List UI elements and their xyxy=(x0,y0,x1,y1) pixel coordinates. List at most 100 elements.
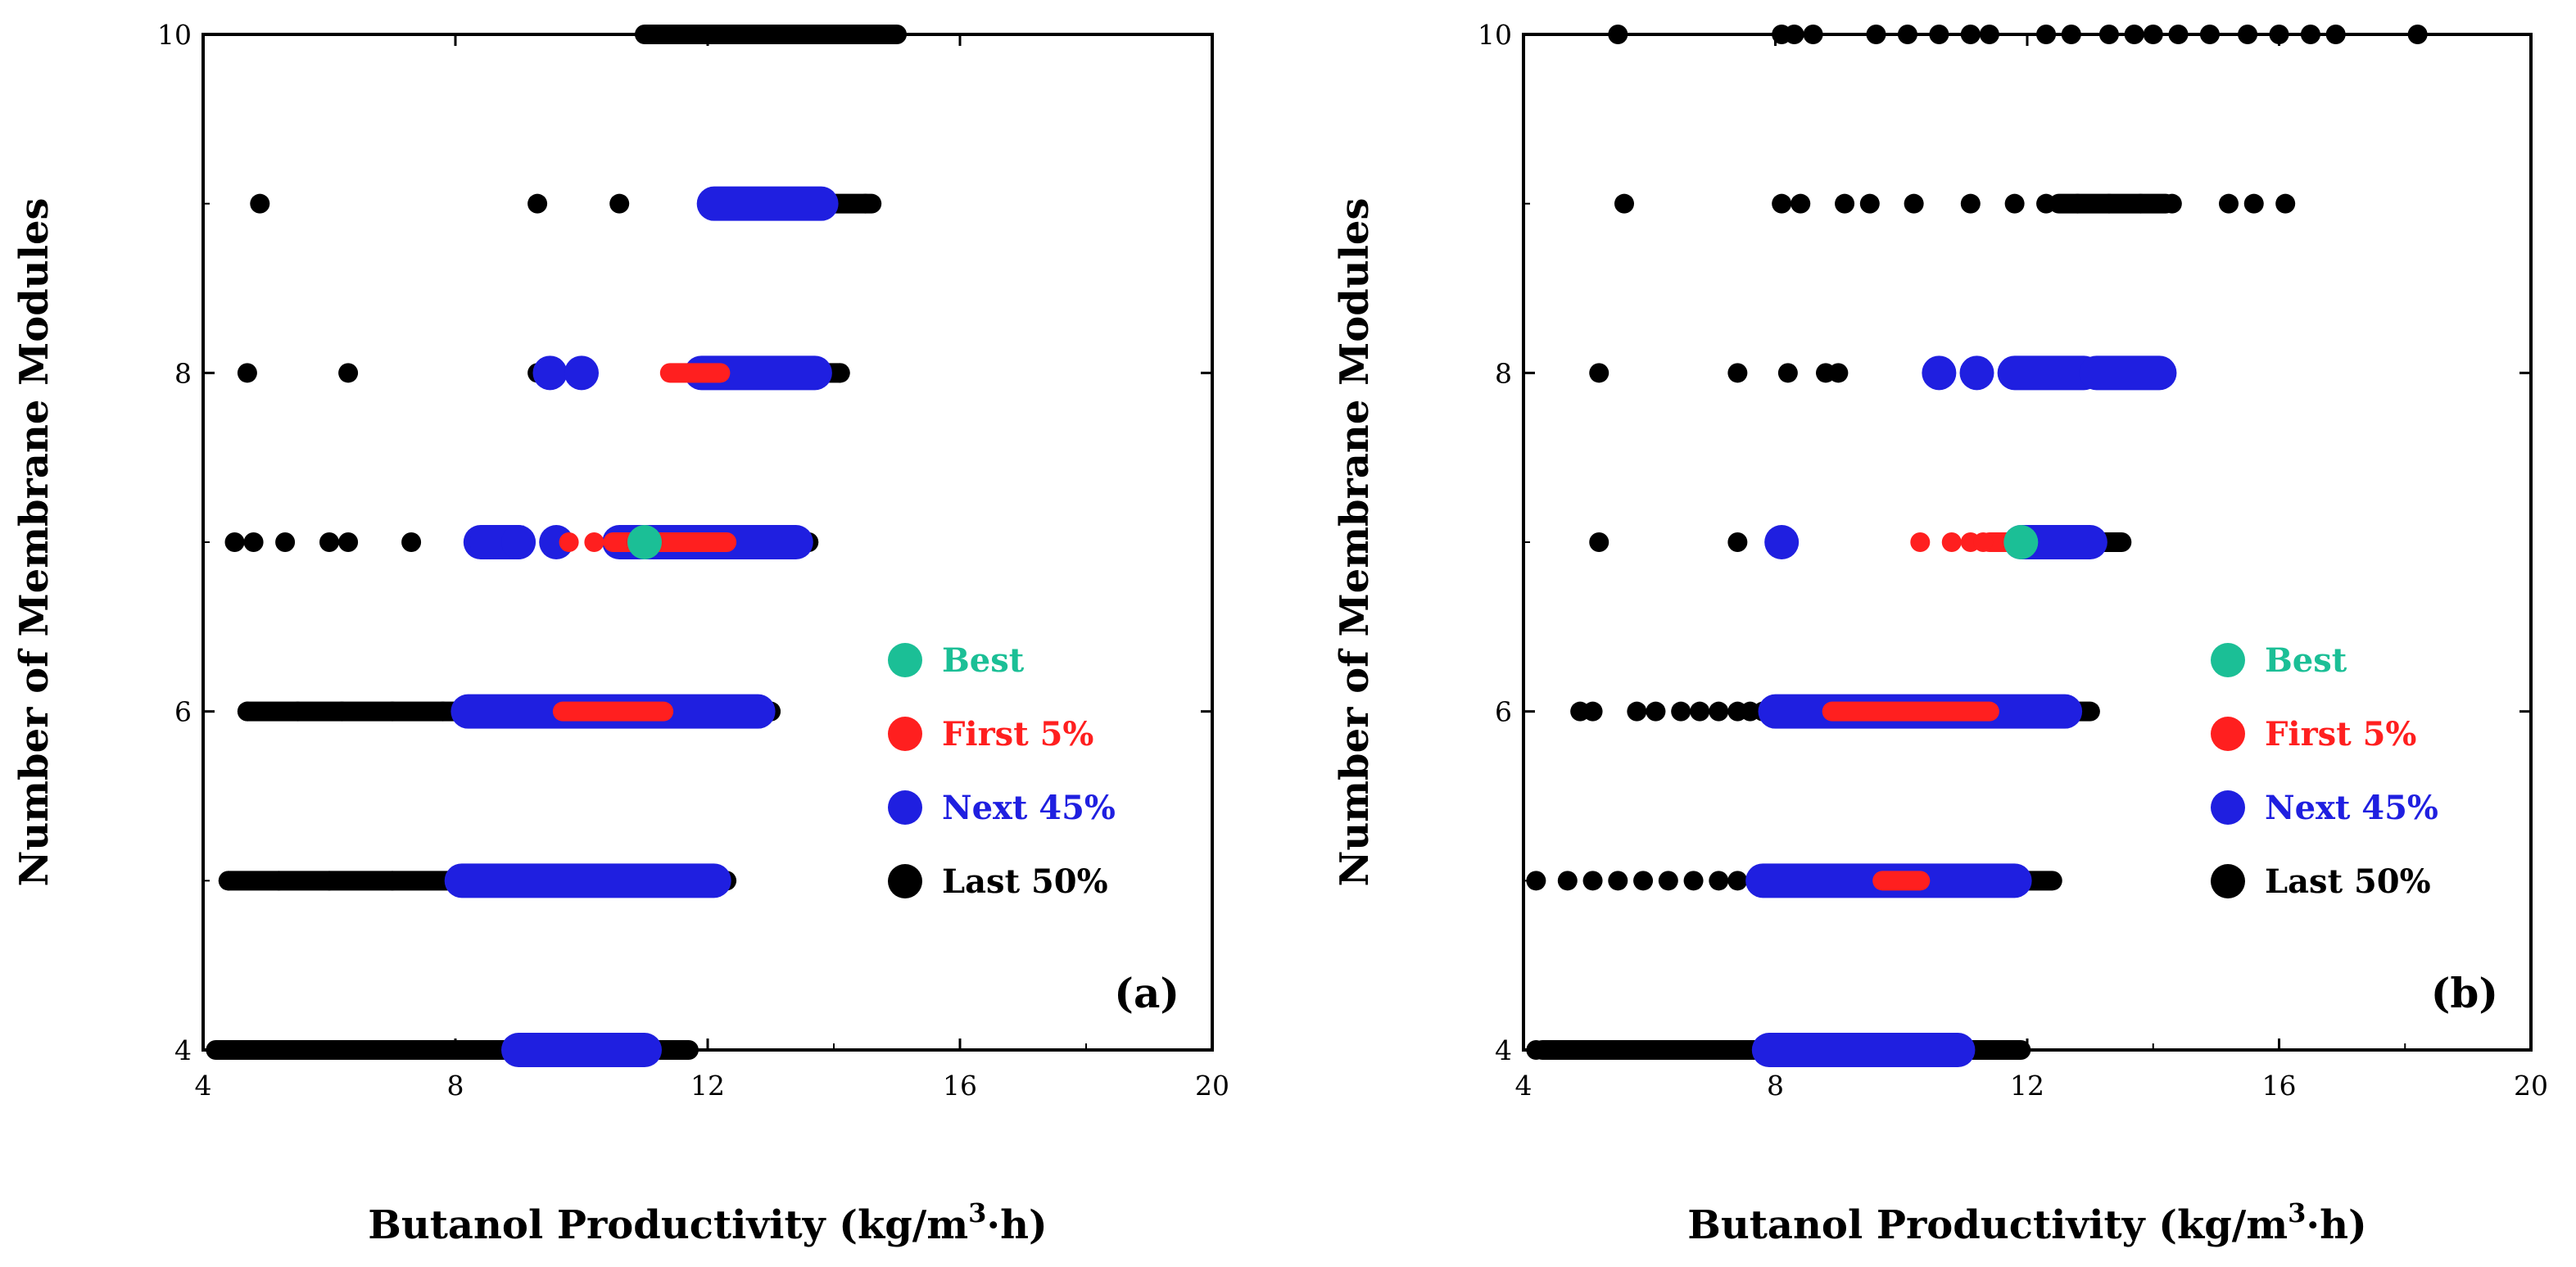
data-point xyxy=(1558,871,1578,890)
data-point xyxy=(288,702,308,722)
series-next-45- xyxy=(462,204,822,1050)
legend-label: Next 45% xyxy=(942,789,1116,827)
data-point xyxy=(564,355,599,390)
data-point xyxy=(1961,25,1981,44)
data-point xyxy=(1973,532,1993,552)
data-point xyxy=(1922,355,1956,390)
data-point xyxy=(383,1040,402,1060)
x-tick-label: 16 xyxy=(2262,1070,2297,1102)
data-point xyxy=(338,363,358,382)
y-tick-label: 6 xyxy=(174,696,192,728)
panel-label: (a) xyxy=(1114,969,1179,1017)
data-point xyxy=(2169,25,2189,44)
y-tick-label: 10 xyxy=(1478,19,1512,51)
data-point xyxy=(244,532,264,552)
legend-marker xyxy=(888,717,922,751)
data-point xyxy=(1764,525,1799,559)
data-point xyxy=(275,532,295,552)
panel-label: (b) xyxy=(2431,969,2498,1017)
legend-label: Best xyxy=(942,641,1025,680)
data-point xyxy=(1727,532,1747,552)
data-point xyxy=(1684,871,1704,890)
data-point xyxy=(2244,194,2264,214)
series-first-5- xyxy=(1832,532,2015,880)
data-point xyxy=(1608,871,1628,890)
x-tick-label: 12 xyxy=(690,1070,725,1102)
legend-marker xyxy=(2211,790,2245,825)
data-point xyxy=(1727,363,1747,382)
data-point xyxy=(2125,25,2144,44)
data-point xyxy=(2005,194,2025,214)
y-tick-label: 8 xyxy=(1495,357,1512,389)
data-point xyxy=(1608,25,1628,44)
data-point xyxy=(1526,871,1546,890)
data-point xyxy=(1835,194,1854,214)
data-point xyxy=(2408,25,2428,44)
data-point xyxy=(1791,194,1810,214)
series-best xyxy=(2003,525,2038,559)
data-point xyxy=(1961,194,1981,214)
data-point xyxy=(1583,871,1603,890)
data-point xyxy=(627,525,662,559)
x-tick-label: 12 xyxy=(2010,1070,2044,1102)
data-point xyxy=(1727,871,1747,890)
y-tick-label: 4 xyxy=(1495,1034,1512,1066)
data-point xyxy=(433,702,453,722)
data-point xyxy=(225,532,245,552)
x-tick-label: 16 xyxy=(943,1070,977,1102)
legend: Best First 5% Next 45% Last 50% xyxy=(2211,641,2438,901)
data-point xyxy=(1929,25,1949,44)
y-tick-label: 4 xyxy=(174,1034,192,1066)
data-point xyxy=(2270,25,2289,44)
data-point xyxy=(2099,25,2119,44)
y-axis-title: Number of Membrane Modules xyxy=(11,197,57,886)
data-point xyxy=(2275,194,2295,214)
data-point xyxy=(478,1040,497,1060)
legend-marker xyxy=(2211,643,2245,677)
data-point xyxy=(1614,194,1634,214)
x-tick-label: 4 xyxy=(1515,1070,1532,1102)
series-best xyxy=(627,525,662,559)
data-layer xyxy=(212,25,900,1060)
data-point xyxy=(584,532,604,552)
x-axis-title: Butanol Productivity (kg/m3·h) xyxy=(368,1197,1047,1248)
legend-label: Last 50% xyxy=(942,862,1108,901)
data-point xyxy=(527,194,547,214)
y-tick-label: 10 xyxy=(157,19,192,51)
legend-label: First 5% xyxy=(942,715,1093,753)
data-point xyxy=(1551,1040,1571,1060)
legend-marker xyxy=(2211,864,2245,898)
data-point xyxy=(881,25,900,44)
data-point xyxy=(2099,194,2119,214)
data-point xyxy=(338,532,358,552)
x-tick-label: 8 xyxy=(1767,1070,1784,1102)
data-point xyxy=(1942,532,1962,552)
data-point xyxy=(383,871,402,890)
y-tick-label: 8 xyxy=(174,357,192,389)
chart-figure: 4 8 12 16 20 4 6 8 10 Best First 5% Next 45% Last 50… xyxy=(0,0,2576,1267)
data-layer xyxy=(1526,25,2427,1060)
data-point xyxy=(2068,194,2088,214)
data-point xyxy=(609,194,629,214)
y-tick-label: 6 xyxy=(1495,696,1512,728)
data-point xyxy=(470,525,505,559)
data-point xyxy=(238,702,257,722)
legend: Best First 5% Next 45% Last 50% xyxy=(888,641,1116,901)
data-point xyxy=(383,702,402,722)
data-point xyxy=(1627,702,1646,722)
data-point xyxy=(1867,25,1886,44)
data-point xyxy=(319,532,339,552)
data-point xyxy=(1778,363,1798,382)
data-point xyxy=(1772,194,1791,214)
data-point xyxy=(1910,532,1930,552)
data-point xyxy=(1898,25,1917,44)
data-point xyxy=(1589,363,1609,382)
y-axis-title: Number of Membrane Modules xyxy=(1332,197,1378,886)
data-point xyxy=(2326,25,2346,44)
data-point xyxy=(1646,702,1665,722)
x-tick-label: 20 xyxy=(1195,1070,1229,1102)
data-point xyxy=(2238,25,2257,44)
data-point xyxy=(288,1040,308,1060)
data-point xyxy=(2003,525,2038,559)
x-tick-label: 4 xyxy=(195,1070,212,1102)
